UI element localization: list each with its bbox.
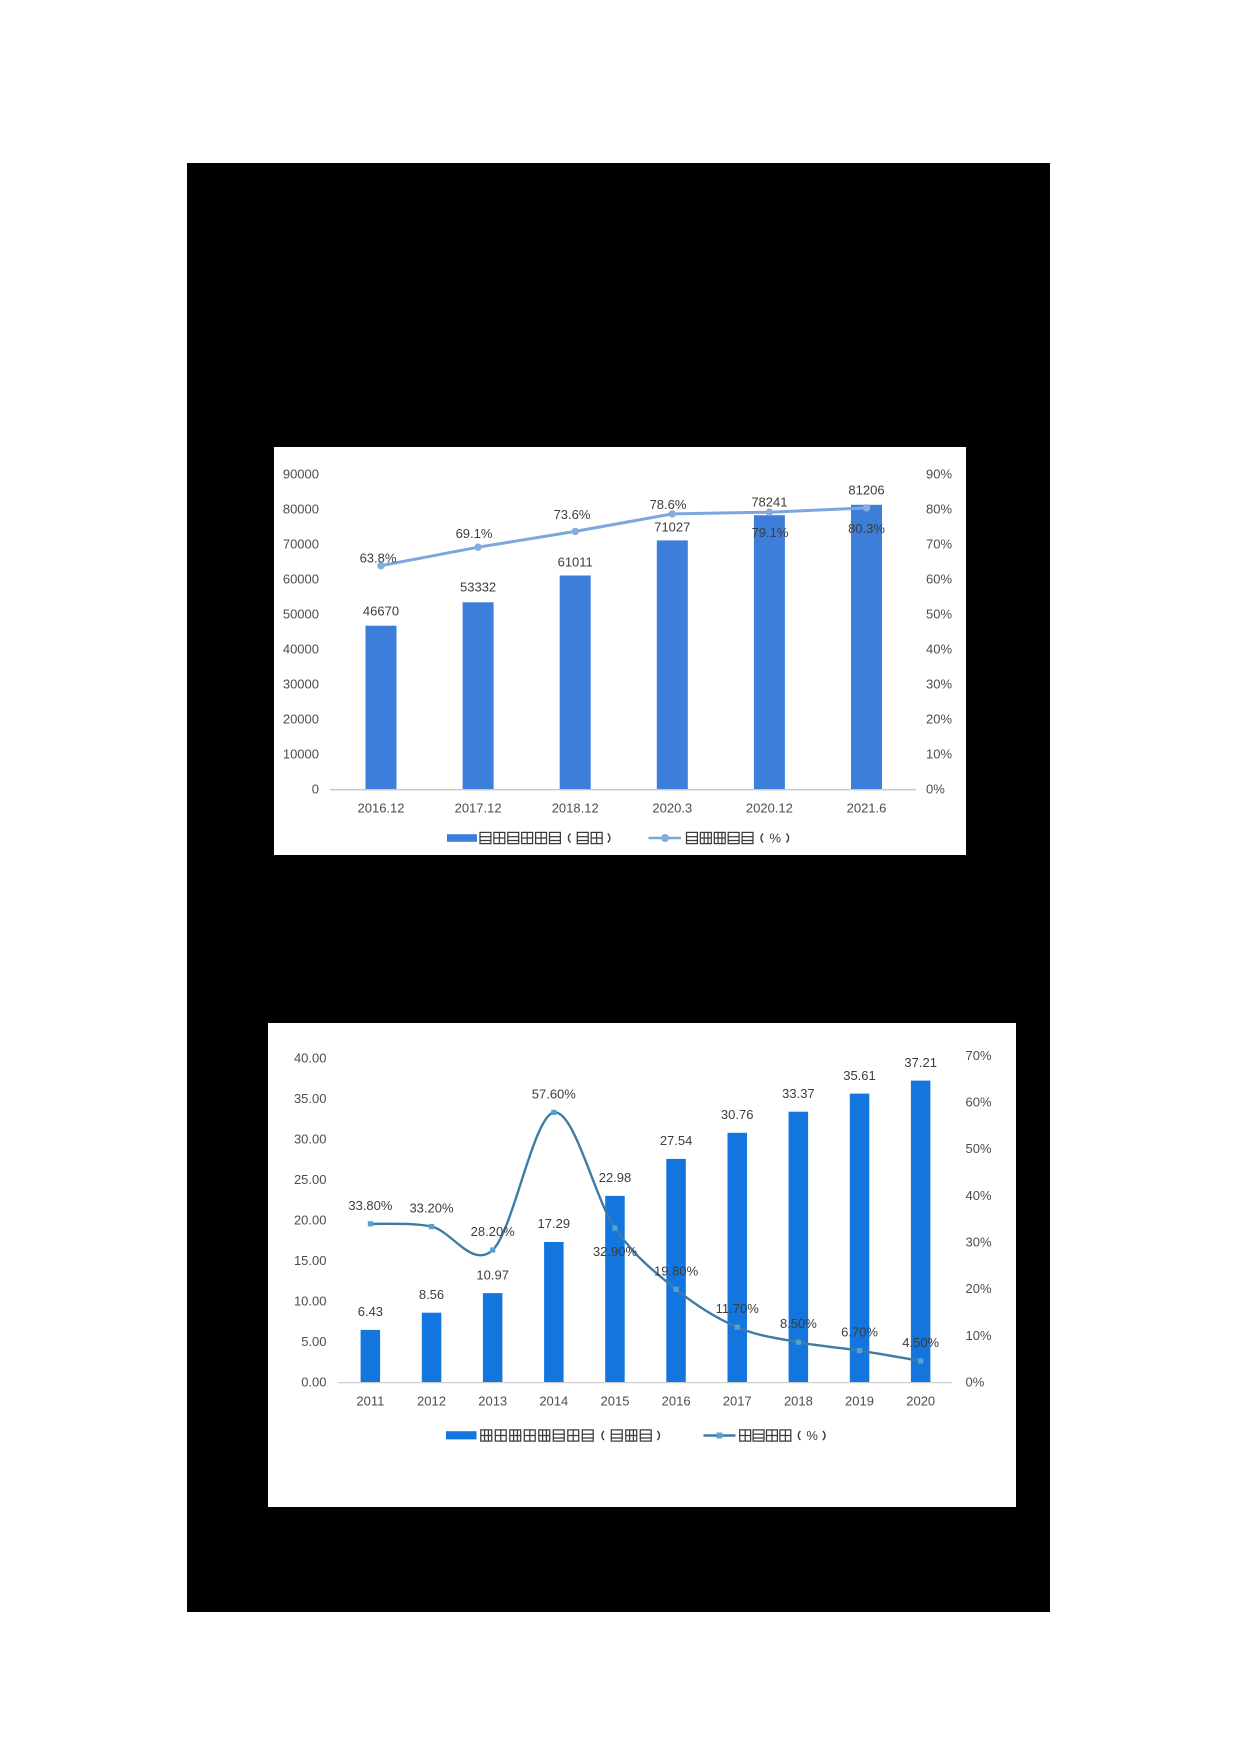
- svg-text:33.37: 33.37: [782, 1086, 815, 1101]
- svg-text:40.00: 40.00: [294, 1051, 327, 1066]
- svg-text:30%: 30%: [926, 677, 952, 692]
- svg-text:2012: 2012: [417, 1393, 446, 1408]
- svg-text:20%: 20%: [926, 712, 952, 727]
- svg-text:15.00: 15.00: [294, 1253, 327, 1268]
- svg-text:50%: 50%: [966, 1141, 992, 1156]
- svg-text:46670: 46670: [363, 603, 399, 618]
- svg-text:61011: 61011: [558, 555, 593, 570]
- svg-text:19.80%: 19.80%: [654, 1263, 699, 1278]
- svg-text:81206: 81206: [848, 483, 884, 498]
- svg-text:2013: 2013: [478, 1393, 507, 1408]
- svg-text:25.00: 25.00: [294, 1172, 327, 1187]
- svg-text:2011: 2011: [356, 1393, 384, 1408]
- svg-text:33.80%: 33.80%: [348, 1198, 393, 1213]
- svg-text:30.00: 30.00: [294, 1132, 327, 1147]
- svg-text:40000: 40000: [283, 642, 319, 657]
- svg-text:4.50%: 4.50%: [902, 1335, 939, 1350]
- svg-text:80%: 80%: [926, 502, 952, 517]
- svg-text:2015: 2015: [601, 1393, 630, 1408]
- svg-text:60%: 60%: [926, 572, 952, 587]
- svg-text:8.50%: 8.50%: [780, 1316, 817, 1331]
- svg-text:70000: 70000: [283, 537, 319, 552]
- svg-text:20.00: 20.00: [294, 1213, 327, 1228]
- svg-text:57.60%: 57.60%: [532, 1086, 577, 1101]
- svg-text:70%: 70%: [926, 537, 952, 552]
- svg-text:0%: 0%: [966, 1375, 985, 1390]
- svg-text:20%: 20%: [966, 1281, 992, 1296]
- svg-text:80.3%: 80.3%: [848, 521, 885, 536]
- svg-text:2018: 2018: [784, 1393, 813, 1408]
- svg-text:17.29: 17.29: [538, 1216, 571, 1231]
- svg-text:70%: 70%: [966, 1048, 992, 1063]
- svg-text:78.6%: 78.6%: [650, 497, 687, 512]
- svg-text:35.61: 35.61: [843, 1068, 876, 1083]
- svg-text:60000: 60000: [283, 572, 319, 587]
- svg-text:10.00: 10.00: [294, 1294, 327, 1309]
- svg-text:50%: 50%: [926, 607, 952, 622]
- svg-text:53332: 53332: [460, 580, 496, 595]
- svg-text:40%: 40%: [966, 1188, 992, 1203]
- svg-text:50000: 50000: [283, 607, 319, 622]
- svg-text:40%: 40%: [926, 642, 952, 657]
- svg-text:90000: 90000: [283, 467, 319, 482]
- svg-text:78241: 78241: [751, 495, 787, 510]
- svg-text:30000: 30000: [283, 677, 319, 692]
- svg-text:2020.12: 2020.12: [746, 801, 793, 816]
- svg-text:90%: 90%: [926, 467, 952, 482]
- svg-text:0.00: 0.00: [301, 1375, 326, 1390]
- svg-text:2016.12: 2016.12: [358, 801, 405, 816]
- svg-text:73.6%: 73.6%: [554, 507, 591, 522]
- svg-text:22.98: 22.98: [599, 1170, 632, 1185]
- svg-text:%: %: [770, 831, 782, 846]
- svg-text:35.00: 35.00: [294, 1091, 327, 1106]
- svg-text:11.70%: 11.70%: [716, 1301, 760, 1316]
- svg-text:2020.3: 2020.3: [652, 801, 692, 816]
- svg-text:6.70%: 6.70%: [841, 1325, 878, 1340]
- svg-text:2019: 2019: [845, 1393, 874, 1408]
- svg-text:27.54: 27.54: [660, 1133, 693, 1148]
- svg-text:32.90%: 32.90%: [593, 1244, 638, 1259]
- svg-text:2021.6: 2021.6: [847, 801, 887, 816]
- svg-text:2017.12: 2017.12: [455, 801, 502, 816]
- svg-text:69.1%: 69.1%: [456, 526, 493, 541]
- svg-text:33.20%: 33.20%: [409, 1201, 454, 1216]
- svg-text:10%: 10%: [926, 747, 952, 762]
- svg-text:6.43: 6.43: [358, 1304, 383, 1319]
- svg-text:37.21: 37.21: [904, 1055, 937, 1070]
- svg-text:2016: 2016: [662, 1393, 691, 1408]
- svg-text:60%: 60%: [966, 1095, 992, 1110]
- svg-text:30%: 30%: [966, 1235, 992, 1250]
- svg-text:5.00: 5.00: [301, 1334, 326, 1349]
- svg-text:10.97: 10.97: [476, 1267, 509, 1282]
- svg-text:8.56: 8.56: [419, 1287, 444, 1302]
- svg-text:10000: 10000: [283, 747, 319, 762]
- svg-text:79.1%: 79.1%: [752, 525, 789, 540]
- svg-text:0%: 0%: [926, 782, 945, 797]
- svg-text:%: %: [806, 1428, 818, 1443]
- svg-text:28.20%: 28.20%: [471, 1224, 516, 1239]
- svg-text:2014: 2014: [539, 1393, 568, 1408]
- svg-text:2018.12: 2018.12: [552, 801, 599, 816]
- svg-text:63.8%: 63.8%: [360, 551, 397, 566]
- svg-text:80000: 80000: [283, 502, 319, 517]
- svg-text:20000: 20000: [283, 712, 319, 727]
- svg-text:2017: 2017: [723, 1393, 752, 1408]
- svg-text:2020: 2020: [906, 1393, 935, 1408]
- svg-text:71027: 71027: [654, 520, 690, 535]
- svg-text:10%: 10%: [966, 1328, 992, 1343]
- svg-text:30.76: 30.76: [721, 1107, 754, 1122]
- svg-text:0: 0: [312, 782, 319, 797]
